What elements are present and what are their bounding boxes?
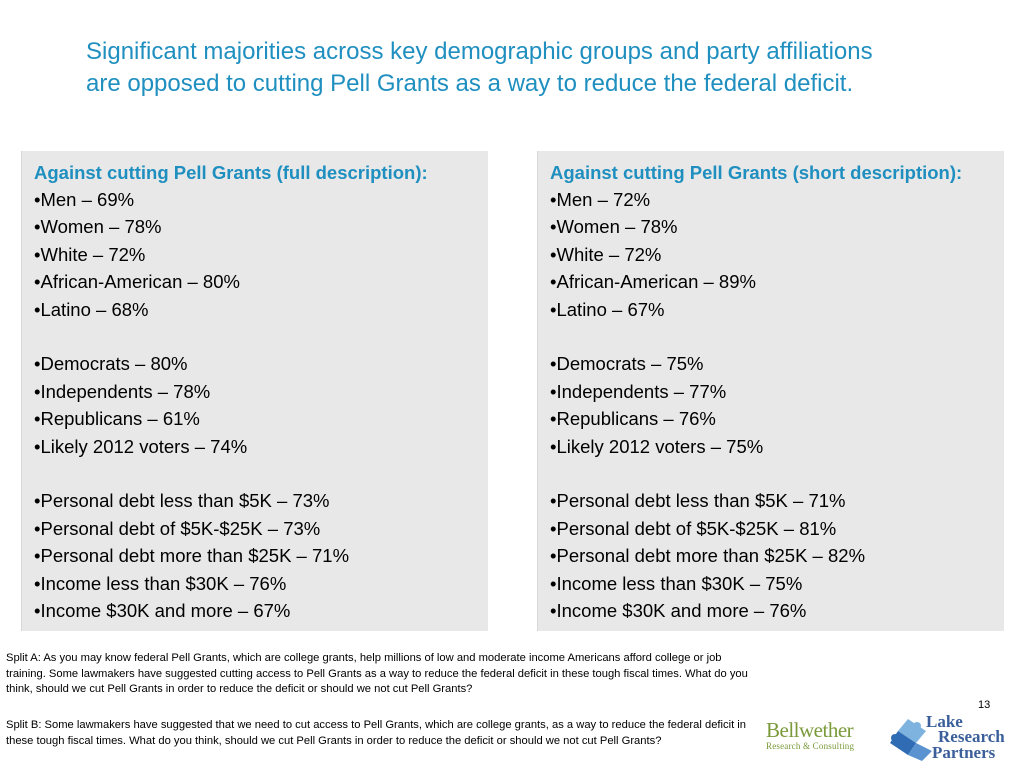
list-item: •Democrats – 80% [34, 353, 188, 375]
list-item: •Likely 2012 voters – 74% [34, 435, 248, 457]
list-item: •Income $30K and more – 67% [34, 600, 291, 622]
list-item: •Latino – 68% [34, 298, 149, 320]
list-item: •Income $30K and more – 76% [550, 600, 807, 622]
full-description-panel: Against cutting Pell Grants (full descri… [21, 151, 488, 631]
list-item: •Independents – 78% [34, 380, 211, 402]
list-item: •Personal debt more than $25K – 82% [550, 545, 866, 567]
list-item: •Republicans – 76% [550, 408, 716, 430]
list-item: •African-American – 89% [550, 271, 756, 293]
list-item: •African-American – 80% [34, 271, 240, 293]
list-item: •Personal debt less than $5K – 73% [34, 490, 330, 512]
list-item: •Personal debt of $5K-$25K – 73% [34, 517, 321, 539]
list-item: •Personal debt less than $5K – 71% [550, 490, 846, 512]
result-list: •Men – 69% •Women – 78% •White – 72% •Af… [34, 186, 488, 624]
list-item: •Republicans – 61% [34, 408, 200, 430]
list-item: •Personal debt more than $25K – 71% [34, 545, 350, 567]
slide-title: Significant majorities across key demogr… [86, 38, 873, 97]
list-item: •Independents – 77% [550, 380, 727, 402]
list-item: •Democrats – 75% [550, 353, 704, 375]
short-description-panel: Against cutting Pell Grants (short descr… [537, 151, 1004, 631]
split-b-footnote: Split B: Some lawmakers have suggested t… [6, 719, 747, 747]
lake-logo-line3: Partners [932, 743, 996, 762]
result-list: •Men – 72% •Women – 78% •White – 72% •Af… [550, 186, 1004, 624]
list-item: •Income less than $30K – 75% [550, 572, 803, 594]
list-item: •Likely 2012 voters – 75% [550, 435, 764, 457]
list-item: •Women – 78% [550, 216, 678, 238]
list-item: •Women – 78% [34, 216, 162, 238]
bellwether-logo: Bellwether Research & Consulting [766, 719, 866, 759]
puzzle-logo-icon [890, 719, 932, 761]
bellwether-logo-name: Bellwether [766, 718, 854, 742]
list-item: •Latino – 67% [550, 298, 665, 320]
list-item: •Personal debt of $5K-$25K – 81% [550, 517, 837, 539]
list-item: •Men – 72% [550, 189, 651, 210]
split-a-footnote: Split A: As you may know federal Pell Gr… [6, 652, 748, 695]
list-item: •White – 72% [34, 243, 146, 265]
panel-heading: Against cutting Pell Grants (full descri… [34, 162, 428, 183]
lake-logo-line2: Research [938, 727, 1005, 746]
list-item: •Men – 69% [34, 189, 135, 210]
list-item: •White – 72% [550, 243, 662, 265]
page-number: 13 [978, 699, 991, 711]
bellwether-logo-subtitle: Research & Consulting [766, 741, 855, 751]
panel-heading: Against cutting Pell Grants (short descr… [550, 162, 963, 183]
lake-logo-line1: Lake [926, 712, 963, 731]
lake-research-partners-logo: Lake Research Partners [886, 713, 1016, 763]
list-item: •Income less than $30K – 76% [34, 572, 287, 594]
